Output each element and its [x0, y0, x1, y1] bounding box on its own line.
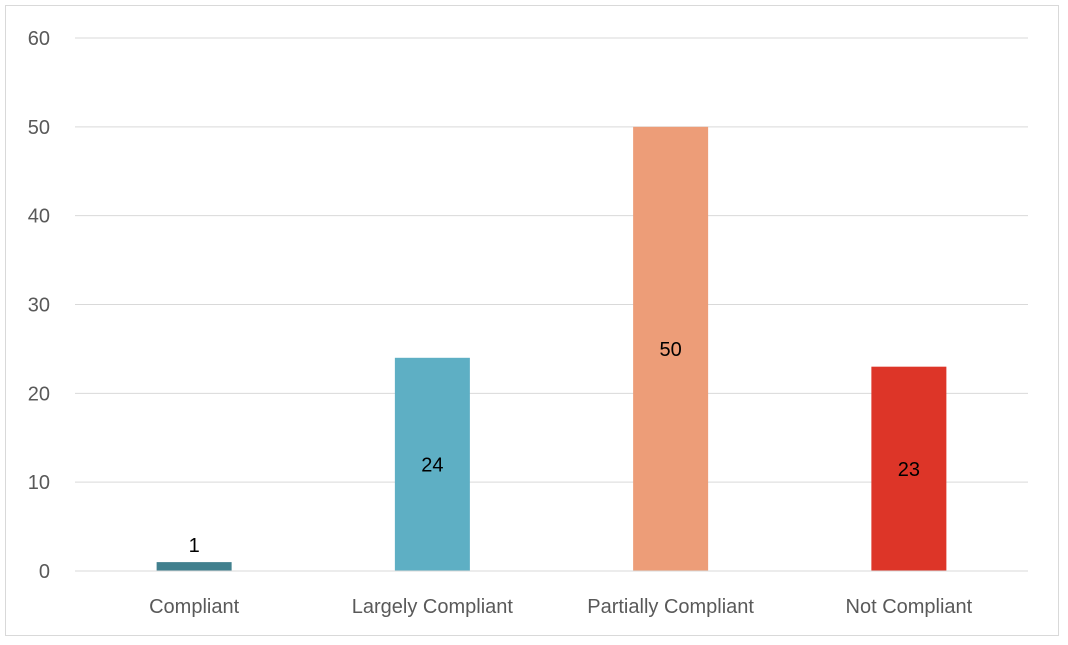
gridlines: [75, 37, 1028, 483]
x-category-label: Largely Compliant: [352, 596, 514, 618]
y-tick-label: 40: [28, 206, 50, 228]
bar: [871, 366, 947, 571]
y-tick-label: 30: [28, 295, 50, 317]
x-category-label: Partially Compliant: [587, 596, 754, 618]
y-tick-label: 0: [39, 561, 50, 583]
bar: [156, 562, 232, 571]
data-label: 50: [660, 339, 682, 361]
x-category-label: Compliant: [149, 596, 239, 618]
data-label: 1: [189, 535, 200, 557]
bar: [633, 126, 709, 571]
x-axis-category-labels: Compliant Largely Compliant Partially Comp…: [149, 596, 973, 618]
x-category-label: Not Compliant: [846, 596, 973, 618]
y-tick-label: 60: [28, 28, 50, 50]
data-labels: 1 24 50 23: [189, 339, 920, 557]
bar: [394, 357, 470, 571]
y-tick-label: 10: [28, 472, 50, 494]
data-label: 24: [421, 454, 443, 476]
bars: [156, 126, 947, 571]
y-axis-tick-labels: 0 10 20 30 40 50 60: [28, 28, 50, 583]
y-tick-label: 50: [28, 117, 50, 139]
data-label: 23: [898, 459, 920, 481]
y-tick-label: 20: [28, 383, 50, 405]
